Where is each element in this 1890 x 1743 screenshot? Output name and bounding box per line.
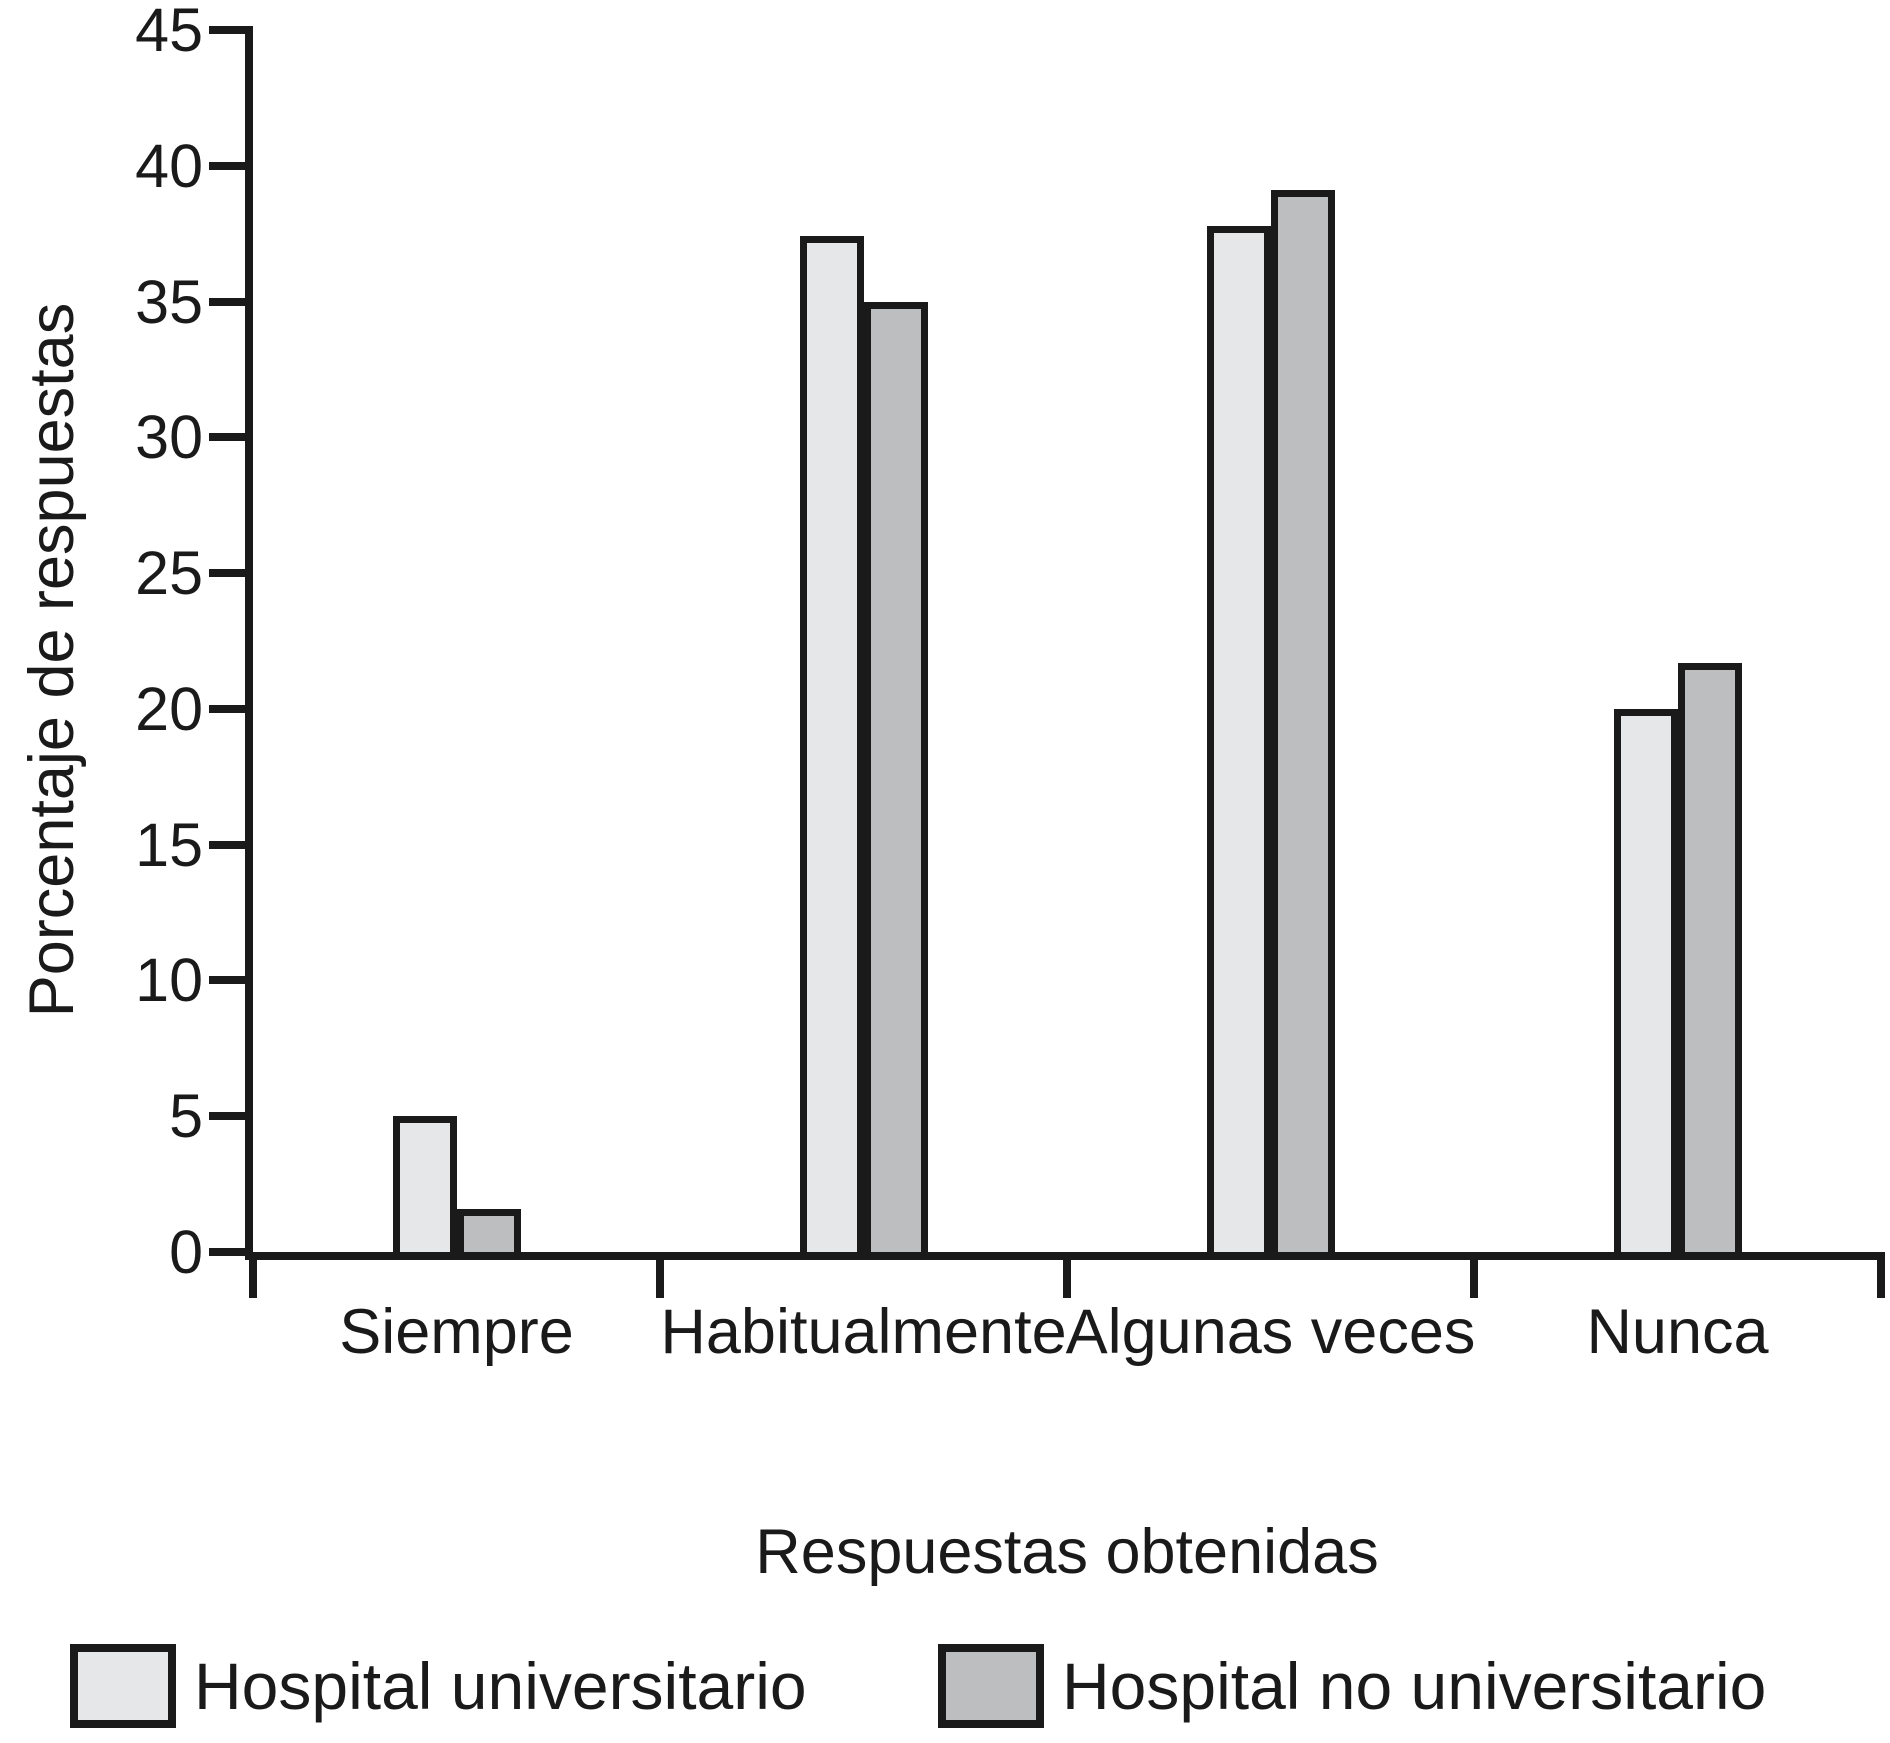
y-tick-label-0: 0 xyxy=(169,1218,203,1286)
bar-hospital-universitario-habitualmente xyxy=(799,236,864,1252)
x-axis-title-text: Respuestas obtenidas xyxy=(755,1517,1379,1587)
y-tick-5 xyxy=(209,1112,253,1121)
bar-hospital-no-universitario-nunca xyxy=(1677,663,1742,1252)
y-tick-10 xyxy=(209,976,253,985)
bar-hospital-universitario-algunas-veces xyxy=(1206,226,1271,1252)
x-tick-4 xyxy=(1877,1252,1885,1298)
x-axis-title: Respuestas obtenidas xyxy=(0,1516,1890,1588)
bar-hospital-universitario-siempre xyxy=(392,1116,457,1252)
bar-hospital-universitario-nunca xyxy=(1613,709,1678,1252)
plot-area: 45 40 35 30 25 20 15 10 5 0 xyxy=(135,0,1885,1298)
y-tick-label-30: 30 xyxy=(135,403,203,472)
bar-hospital-no-universitario-habitualmente xyxy=(863,302,928,1252)
legend-item-hospital-universitario: Hospital universitario xyxy=(70,1638,807,1733)
legend-item-hospital-no-universitario: Hospital no universitario xyxy=(938,1638,1766,1733)
y-tick-label-35: 35 xyxy=(135,267,203,336)
bar-hospital-no-universitario-algunas-veces xyxy=(1270,190,1335,1252)
category-label-nunca: Nunca xyxy=(1586,1297,1769,1367)
category-label-algunas-veces: Algunas veces xyxy=(1065,1297,1476,1367)
category-label-habitualmente: Habitualmente xyxy=(660,1297,1067,1367)
legend-swatch-hospital-universitario xyxy=(70,1643,176,1728)
y-tick-label-25: 25 xyxy=(135,539,203,608)
legend-label-hospital-universitario: Hospital universitario xyxy=(194,1648,807,1723)
y-tick-20 xyxy=(209,704,253,713)
legend: Hospital universitario Hospital no unive… xyxy=(0,1638,1890,1733)
y-tick-label-10: 10 xyxy=(135,946,203,1015)
legend-label-hospital-no-universitario: Hospital no universitario xyxy=(1062,1648,1767,1723)
category-label-siempre: Siempre xyxy=(339,1297,574,1367)
x-tick-0 xyxy=(249,1252,257,1298)
y-tick-label-15: 15 xyxy=(135,810,203,879)
y-tick-45 xyxy=(209,26,253,34)
y-tick-label-5: 5 xyxy=(169,1082,203,1151)
x-tick-2 xyxy=(1063,1252,1071,1298)
y-tick-40 xyxy=(209,161,253,170)
x-tick-1 xyxy=(656,1252,664,1298)
y-tick-25 xyxy=(209,569,253,578)
y-tick-30 xyxy=(209,433,253,442)
y-tick-label-40: 40 xyxy=(135,131,203,200)
bar-hospital-no-universitario-siempre xyxy=(456,1209,521,1252)
y-tick-label-20: 20 xyxy=(135,674,203,743)
y-tick-15 xyxy=(209,840,253,849)
y-tick-35 xyxy=(209,297,253,306)
y-tick-0 xyxy=(209,1248,253,1256)
y-tick-label-45: 45 xyxy=(135,0,203,64)
x-tick-3 xyxy=(1470,1252,1478,1298)
legend-swatch-hospital-no-universitario xyxy=(938,1643,1044,1728)
